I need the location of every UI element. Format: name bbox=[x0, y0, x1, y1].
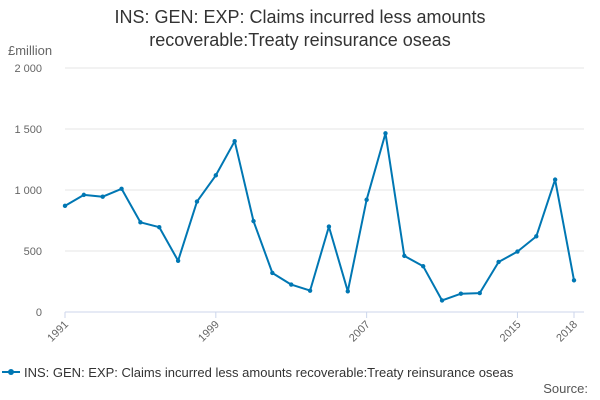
y-tick-label: 2 000 bbox=[14, 63, 42, 75]
series-layer bbox=[62, 131, 577, 303]
data-point[interactable] bbox=[270, 270, 275, 276]
x-tick-label: 1991 bbox=[45, 319, 71, 345]
x-tick-label: 2007 bbox=[347, 319, 373, 345]
data-point[interactable] bbox=[458, 291, 464, 296]
data-point[interactable] bbox=[232, 139, 237, 144]
data-point[interactable] bbox=[383, 131, 388, 136]
legend[interactable]: INS: GEN: EXP: Claims incurred less amou… bbox=[2, 363, 513, 381]
data-point[interactable] bbox=[119, 186, 124, 191]
y-tick-label: 0 bbox=[36, 307, 42, 319]
grid-lines bbox=[65, 67, 584, 313]
y-tick-label: 1 500 bbox=[14, 124, 42, 136]
data-point[interactable] bbox=[251, 218, 256, 224]
data-point[interactable] bbox=[326, 224, 332, 229]
data-point[interactable] bbox=[534, 234, 539, 239]
data-point[interactable] bbox=[496, 259, 501, 265]
y-tick-label: 500 bbox=[24, 246, 42, 258]
chart-title: INS: GEN: EXP: Claims incurred less amou… bbox=[0, 6, 600, 52]
data-point[interactable] bbox=[289, 282, 294, 287]
data-point[interactable] bbox=[62, 203, 68, 209]
y-tick-label: 1 000 bbox=[14, 185, 42, 197]
data-point[interactable] bbox=[213, 173, 219, 178]
legend-item-label: INS: GEN: EXP: Claims incurred less amou… bbox=[24, 364, 514, 380]
legend-line-marker-icon bbox=[2, 366, 20, 378]
data-point[interactable] bbox=[402, 253, 407, 259]
data-point[interactable] bbox=[515, 249, 520, 254]
axes: £million 0 500 1 000 1 500 2 000 1991 1999 2007… bbox=[8, 43, 580, 344]
data-point[interactable] bbox=[364, 197, 369, 202]
data-point[interactable] bbox=[477, 290, 482, 296]
x-tick-label: 1999 bbox=[196, 319, 222, 345]
data-point[interactable] bbox=[307, 288, 313, 293]
data-point[interactable] bbox=[420, 264, 426, 269]
chart-title-line-2: recoverable:Treaty reinsurance oseas bbox=[149, 30, 451, 50]
x-tick-label: 2015 bbox=[498, 319, 524, 345]
data-point[interactable] bbox=[175, 258, 181, 263]
data-point[interactable] bbox=[439, 298, 445, 303]
data-point[interactable] bbox=[100, 194, 105, 199]
data-point[interactable] bbox=[194, 199, 200, 204]
data-point[interactable] bbox=[345, 289, 350, 294]
x-tick-label: 2018 bbox=[554, 319, 580, 345]
y-axis-label: £million bbox=[8, 43, 52, 58]
data-point[interactable] bbox=[138, 220, 143, 225]
data-point[interactable] bbox=[157, 225, 162, 230]
source-label: Source: bbox=[543, 381, 588, 396]
data-point[interactable] bbox=[81, 192, 87, 198]
series-line bbox=[64, 132, 575, 302]
data-point[interactable] bbox=[552, 177, 558, 182]
data-point[interactable] bbox=[571, 278, 577, 283]
chart-title-line-1: INS: GEN: EXP: Claims incurred less amou… bbox=[114, 7, 486, 27]
